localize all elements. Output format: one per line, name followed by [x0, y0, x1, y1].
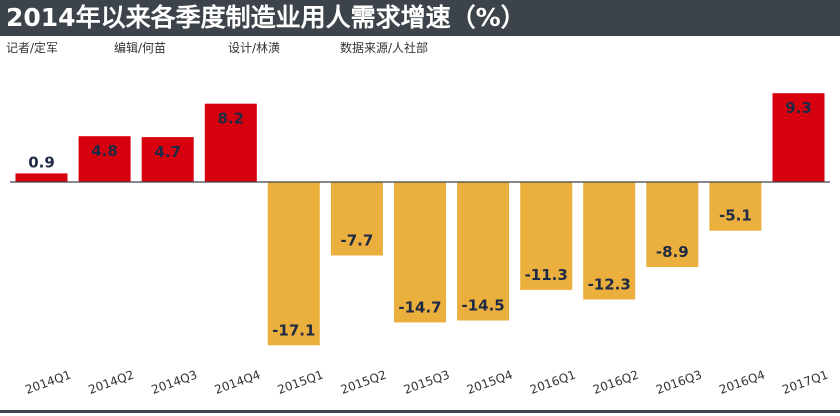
bar-2014Q2 [78, 136, 131, 182]
bar-2014Q3 [141, 137, 194, 182]
value-label-2016Q4: -5.1 [719, 207, 752, 225]
value-label-2014Q3: 4.7 [154, 143, 181, 161]
bottom-rule [0, 410, 840, 413]
value-label-2015Q2: -7.7 [340, 232, 373, 250]
x-tick-label-2016Q4: 2016Q4 [717, 368, 767, 397]
x-tick-label-2015Q3: 2015Q3 [402, 368, 452, 397]
credit-source: 数据来源/人社部 [340, 41, 429, 55]
x-tick-label-2017Q1: 2017Q1 [780, 368, 830, 397]
value-label-2016Q3: -8.9 [656, 243, 689, 261]
x-tick-label-2016Q3: 2016Q3 [654, 368, 704, 397]
x-tick-label-2014Q4: 2014Q4 [213, 368, 263, 397]
x-tick-label-2014Q3: 2014Q3 [150, 368, 200, 397]
x-tick-label-2015Q1: 2015Q1 [276, 368, 326, 397]
bar-2015Q4 [457, 182, 510, 321]
title-bar: 2014年以来各季度制造业用人需求增速（%） [0, 0, 840, 36]
x-tick-label-2016Q1: 2016Q1 [528, 368, 578, 397]
x-tick-label-2015Q2: 2015Q2 [339, 368, 389, 397]
value-label-2017Q1: 9.3 [785, 99, 812, 117]
bar-2014Q4 [204, 103, 257, 182]
value-label-2015Q4: -14.5 [461, 297, 504, 315]
x-tick-label-2014Q2: 2014Q2 [86, 368, 136, 397]
bar-2017Q1 [772, 93, 825, 182]
credit-reporter: 记者/定军 [6, 41, 59, 55]
value-label-2015Q1: -17.1 [272, 321, 315, 339]
value-label-2014Q4: 8.2 [218, 110, 245, 128]
bar-2016Q4 [709, 182, 762, 231]
bar-2016Q1 [520, 182, 573, 290]
value-label-2014Q1: 0.9 [28, 153, 55, 171]
bar-2015Q2 [330, 182, 383, 256]
bar-2015Q3 [394, 182, 446, 323]
bar-2016Q2 [583, 182, 636, 300]
credit-editor: 编辑/何苗 [114, 41, 167, 55]
x-tick-label-2016Q2: 2016Q2 [591, 368, 641, 397]
x-tick-label-2014Q1: 2014Q1 [23, 368, 73, 397]
value-label-2016Q2: -12.3 [588, 276, 631, 294]
bar-2014Q1 [15, 173, 68, 182]
chart-title: 2014年以来各季度制造业用人需求增速（%） [6, 3, 526, 32]
bar-2015Q1 [267, 182, 320, 346]
value-label-2015Q3: -14.7 [398, 298, 441, 316]
credit-designer: 设计/林潢 [228, 41, 281, 55]
value-label-2016Q1: -11.3 [525, 266, 568, 284]
x-tick-label-2015Q4: 2015Q4 [465, 368, 515, 397]
value-label-2014Q2: 4.8 [91, 142, 118, 160]
bar-2016Q3 [646, 182, 699, 267]
